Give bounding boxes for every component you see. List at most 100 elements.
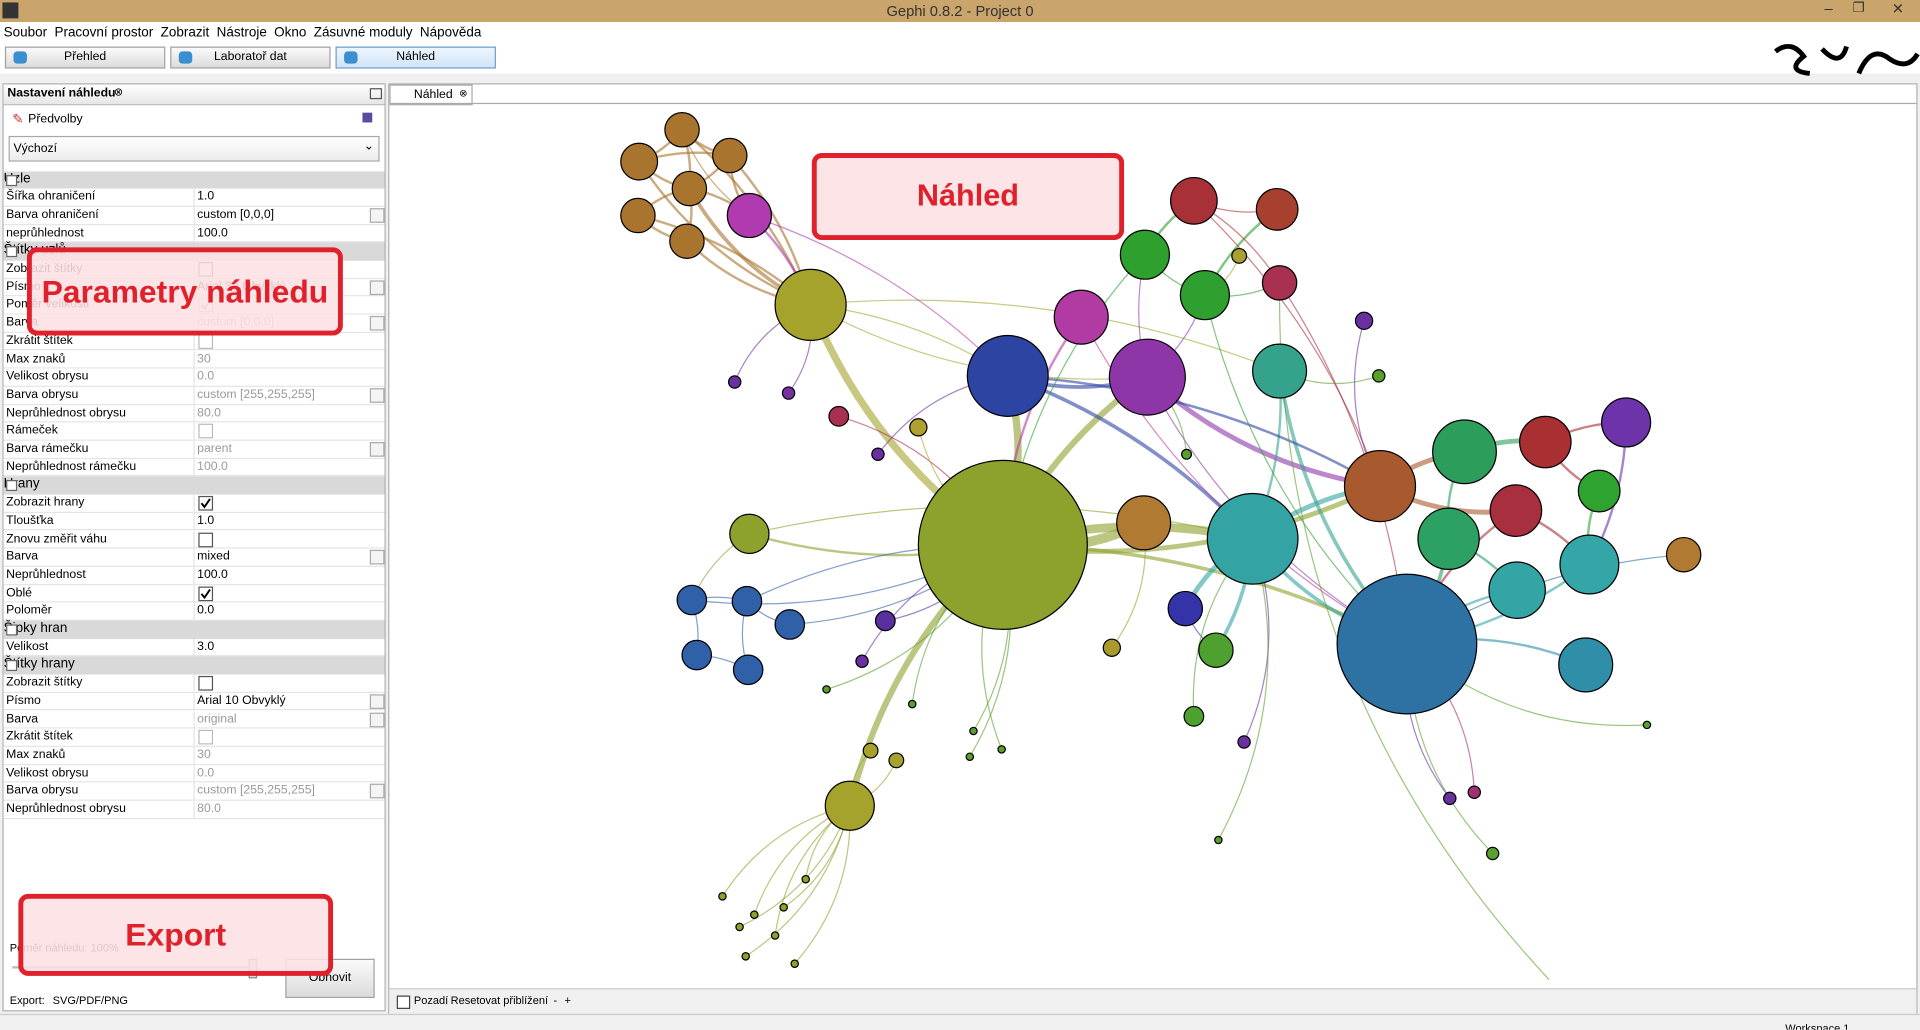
section-header[interactable]: Hrany [3,476,385,495]
graph-node [1181,448,1193,460]
menu-item[interactable]: Pracovní prostor [54,25,154,41]
graph-node [1198,632,1234,668]
property-row[interactable]: Zkrátit štítek [3,332,385,351]
collapse-icon[interactable] [6,624,18,636]
zoom-out[interactable]: - [553,994,558,1007]
property-row[interactable]: Tloušťka 1.0 [3,512,385,531]
menu-item[interactable]: Zobrazit [160,25,210,41]
maximize-button[interactable]: ❐ [1852,1,1865,16]
graph-node [862,742,879,759]
toolbar-button[interactable]: Přehled [4,46,166,69]
property-row[interactable]: Barva ohraničení custom [0,0,0] [3,206,385,225]
menu-item[interactable]: Zásuvné moduly [313,25,413,41]
ellipsis-button[interactable] [369,280,385,295]
section-header[interactable]: Uzle [3,170,385,189]
property-row[interactable]: Šířka ohraničení 1.0 [3,188,385,207]
ellipsis-button[interactable] [369,442,385,457]
collapse-icon[interactable] [6,660,18,672]
property-row[interactable]: neprůhlednost 100.0 [3,224,385,243]
workspace-label[interactable]: Workspace 1 [1785,1022,1850,1030]
menu-item[interactable]: Soubor [3,25,48,41]
minimize-button[interactable]: – [1824,0,1833,18]
section-header[interactable]: Štítky hrany [3,656,385,675]
close-button[interactable]: ✕ [1891,0,1905,18]
property-row[interactable]: Oblé [3,584,385,603]
zoom-in[interactable]: + [564,994,571,1007]
property-row[interactable]: Barva mixed [3,548,385,567]
menu-item[interactable]: Nápověda [419,25,482,41]
property-row[interactable]: Zobrazit štítky [3,674,385,693]
section-title: Štítky hrany [3,656,75,672]
presets-icon: ✎ [12,112,24,128]
property-row[interactable]: Znovu změřit váhu [3,530,385,549]
property-row[interactable]: Neprůhlednost 100.0 [3,566,385,585]
preview-tab[interactable]: Náhled ⊗ [389,84,473,106]
ellipsis-button[interactable] [369,388,385,403]
property-row[interactable]: Neprůhlednost obrysu 80.0 [3,404,385,423]
property-row[interactable]: Rámeček [3,422,385,441]
toolbar-label: Laboratoř dat [213,50,287,64]
checkbox[interactable] [198,532,214,547]
toolbar-label: Přehled [63,50,107,64]
property-value: parent [197,442,232,456]
checkbox[interactable] [198,676,214,691]
tab-close[interactable]: ⊗ [459,88,468,100]
ellipsis-button[interactable] [369,208,385,223]
property-row[interactable]: Velikost obrysu 0.0 [3,764,385,783]
property-row[interactable]: Barva obrysu custom [255,255,255] [3,386,385,405]
ellipsis-button[interactable] [369,712,385,727]
panel-close[interactable]: ⊗ [113,85,124,98]
graph-node [1559,534,1620,595]
graph-node [822,685,831,694]
property-row[interactable]: Barva original [3,710,385,729]
property-row[interactable]: Neprůhlednost obrysu 80.0 [3,800,385,819]
graph-node [1642,720,1652,730]
property-row[interactable]: Zkrátit štítek [3,728,385,747]
panel-minimize[interactable] [369,88,383,100]
checkbox[interactable] [198,586,214,601]
graph-node [712,137,748,174]
property-row[interactable]: Velikost 3.0 [3,638,385,657]
property-row[interactable]: Barva obrysu custom [255,255,255] [3,782,385,801]
checkbox[interactable] [198,496,214,511]
property-name: Max znaků [6,352,66,366]
property-row[interactable]: Velikost obrysu 0.0 [3,368,385,387]
collapse-icon[interactable] [6,480,18,492]
collapse-icon[interactable] [6,246,18,258]
toolbar-button[interactable]: Náhled [335,46,496,69]
section-header[interactable]: Šipky hran [3,620,385,639]
reset-zoom[interactable]: Resetovat přiblížení [450,994,549,1007]
graph-preview[interactable] [389,104,1916,988]
graph-node [774,268,847,342]
property-row[interactable]: Zobrazit hrany [3,494,385,513]
ellipsis-button[interactable] [369,784,385,799]
property-row[interactable]: Poloměr 0.0 [3,602,385,621]
property-row[interactable]: Písmo Arial 10 Obvyklý [3,692,385,711]
property-name: Zkrátit štítek [6,730,73,744]
menu-item[interactable]: Okno [274,25,307,41]
property-row[interactable]: Max znaků 30 [3,746,385,765]
graph-node [1417,507,1480,571]
graph-node [1237,735,1251,749]
ellipsis-button[interactable] [369,694,385,709]
ellipsis-button[interactable] [369,316,385,331]
graph-node [1108,338,1186,416]
property-name: Poloměr [6,604,52,618]
toolbar-button[interactable]: Laboratoř dat [170,46,331,69]
column-separator [193,800,195,818]
background-checkbox[interactable] [396,995,411,1009]
property-name: Tloušťka [6,514,54,528]
preset-dropdown[interactable]: Výchozí ⌄ [8,135,380,162]
column-separator [193,548,195,566]
property-row[interactable]: Max znaků 30 [3,350,385,369]
property-row[interactable]: Neprůhlednost rámečku 100.0 [3,458,385,477]
graph-node [1170,176,1218,225]
property-row[interactable]: Barva rámečku parent [3,440,385,459]
collapse-icon[interactable] [6,174,18,186]
save-preset[interactable] [362,112,373,123]
column-separator [193,674,195,692]
export-formats[interactable]: SVG/PDF/PNG [52,994,128,1007]
graph-node [1183,705,1205,727]
menu-item[interactable]: Nástroje [216,25,267,41]
ellipsis-button[interactable] [369,550,385,565]
